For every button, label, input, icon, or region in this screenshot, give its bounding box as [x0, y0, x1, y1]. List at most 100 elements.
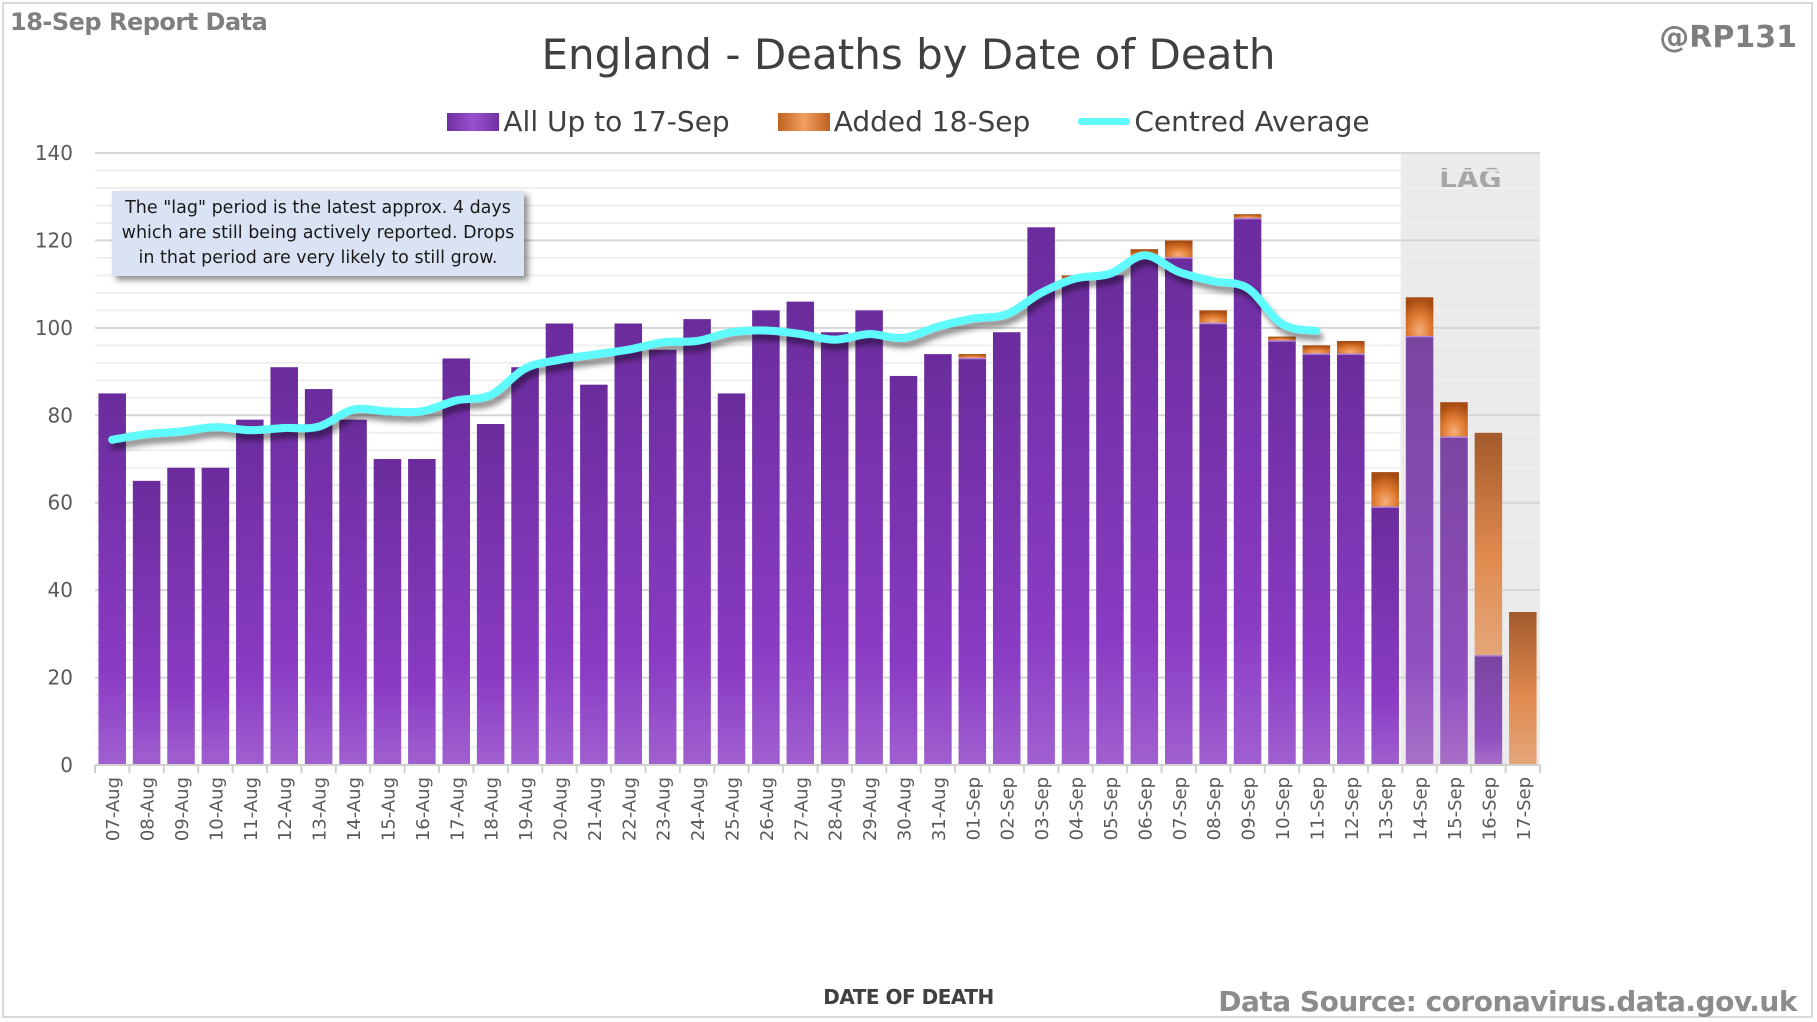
bar-main [855, 310, 883, 765]
bar-added [1509, 612, 1537, 765]
bar-main [132, 480, 161, 765]
x-tick-label: 02-Sep [998, 777, 1019, 840]
chart-title: England - Deaths by Date of Death [541, 30, 1276, 79]
bar-main [683, 319, 711, 765]
bar-main [1405, 336, 1434, 765]
bar-main [167, 467, 195, 765]
centred-average-line [108, 251, 1321, 444]
x-tick-label: 08-Aug [138, 777, 159, 841]
x-tick-label: 18-Aug [482, 777, 503, 841]
x-tick-label: 12-Sep [1342, 777, 1363, 840]
bar-added [1337, 340, 1365, 355]
note-line-3: in that period are very likely to still … [138, 248, 498, 268]
bar-main [201, 467, 230, 765]
x-tick-label: 03-Sep [1032, 777, 1053, 840]
x-tick-label: 29-Aug [860, 777, 881, 841]
x-tick-label: 07-Aug [103, 777, 124, 841]
x-tick-label: 16-Sep [1479, 777, 1500, 840]
bar-main [648, 349, 677, 765]
x-tick-label: 13-Sep [1376, 777, 1397, 840]
x-tick-label: 19-Aug [516, 777, 537, 841]
note-line-2: which are still being actively reported.… [121, 223, 515, 243]
bar-main [1371, 507, 1399, 765]
x-tick-label: 11-Aug [241, 777, 262, 841]
legend-swatch-added [777, 112, 830, 131]
x-tick-label: 17-Sep [1514, 777, 1535, 840]
x-tick-label: 01-Sep [963, 777, 984, 840]
bar-main [992, 332, 1021, 765]
bar-main [820, 332, 849, 765]
bar-main [545, 323, 574, 765]
y-tick-label: 120 [35, 228, 73, 252]
legend: All Up to 17-Sep Added 18-Sep Centred Av… [0, 105, 1817, 138]
y-tick-label: 40 [48, 578, 73, 602]
legend-item-main: All Up to 17-Sep [447, 105, 730, 138]
legend-item-added: Added 18-Sep [777, 105, 1030, 138]
bar-main [924, 354, 952, 765]
x-tick-label: 28-Aug [826, 777, 847, 841]
bar-main [442, 358, 471, 765]
bar-main [614, 323, 643, 765]
x-tick-label: 22-Aug [619, 777, 640, 841]
x-tick-label: 15-Aug [378, 777, 399, 841]
bar-main [1027, 227, 1055, 766]
x-tick-label: 08-Sep [1204, 777, 1225, 840]
legend-swatch-main [447, 112, 500, 131]
bar-main [580, 384, 608, 765]
y-tick-label: 0 [60, 753, 73, 777]
bar-main [786, 301, 815, 765]
bar-main [1337, 354, 1365, 765]
bar-added [1371, 472, 1399, 508]
x-tick-label: 07-Sep [1170, 777, 1191, 840]
lag-explanation-note: The "lag" period is the latest approx. 4… [112, 191, 524, 276]
bar-added [1268, 336, 1296, 341]
x-tick-label: 10-Sep [1273, 777, 1294, 840]
x-tick-label: 14-Aug [344, 777, 365, 841]
x-tick-label: 30-Aug [895, 777, 916, 841]
x-tick-label: 11-Sep [1307, 777, 1328, 840]
legend-item-average: Centred Average [1078, 105, 1370, 138]
x-tick-label: 12-Aug [275, 777, 296, 841]
bar-main [752, 310, 780, 765]
bar-added [1474, 432, 1503, 656]
bar-added [1164, 240, 1193, 258]
note-line-1: The "lag" period is the latest approx. 4… [125, 198, 511, 218]
y-tick-label: 100 [35, 316, 73, 340]
bar-main [373, 459, 402, 765]
bar-main [1061, 279, 1090, 765]
bar-main [958, 358, 987, 765]
bar-main [1268, 340, 1296, 765]
x-tick-label: 05-Sep [1101, 777, 1122, 840]
y-tick-label: 60 [48, 491, 73, 515]
x-tick-label: 06-Sep [1135, 777, 1156, 840]
author-handle: @RP131 [1659, 20, 1797, 55]
x-tick-label: 27-Aug [791, 777, 812, 841]
data-source: Data Source: coronavirus.data.gov.uk [1218, 985, 1797, 1018]
x-axis-title: DATE OF DEATH [823, 985, 994, 1009]
x-tick-label: 09-Sep [1239, 777, 1260, 840]
bar-main [270, 367, 298, 765]
x-tick-label: 13-Aug [310, 777, 331, 841]
bar-main [1233, 218, 1262, 766]
bar-main [511, 367, 539, 765]
x-tick-label: 15-Sep [1445, 777, 1466, 840]
bar-main [476, 424, 505, 765]
bar-added [958, 354, 987, 359]
legend-swatch-average [1078, 118, 1131, 125]
x-tick-label: 26-Aug [757, 777, 778, 841]
bar-main [408, 459, 436, 765]
bar-added [1405, 297, 1434, 337]
bar-main [889, 375, 918, 765]
legend-label-average: Centred Average [1134, 105, 1370, 138]
bar-added [1199, 310, 1227, 324]
y-tick-label: 140 [35, 141, 73, 165]
x-tick-label: 21-Aug [585, 777, 606, 841]
y-tick-label: 80 [48, 403, 73, 427]
x-tick-label: 16-Aug [413, 777, 434, 841]
bar-main [1096, 275, 1124, 765]
bar-added [1302, 345, 1331, 355]
x-tick-label: 24-Aug [688, 777, 709, 841]
lag-label: LAG [1439, 162, 1502, 195]
legend-label-main: All Up to 17-Sep [503, 105, 730, 138]
